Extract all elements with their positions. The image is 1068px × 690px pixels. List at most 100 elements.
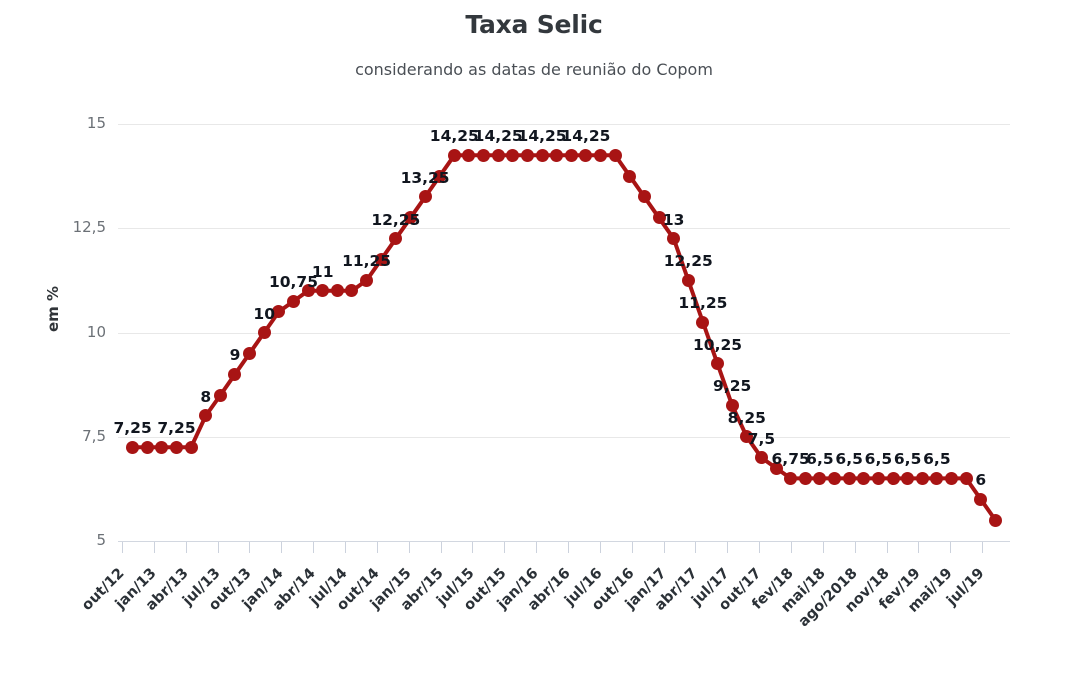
- data-point: [681, 273, 695, 287]
- data-point: [637, 190, 651, 204]
- data-point: [403, 211, 417, 225]
- data-point: [886, 471, 900, 485]
- data-point: [945, 471, 958, 485]
- data-point: [842, 471, 856, 485]
- y-tick-label: 12,5: [72, 218, 106, 237]
- data-point: [740, 430, 754, 444]
- data-point-label: 12,25: [663, 252, 713, 271]
- y-tick-label: 15: [86, 114, 106, 132]
- data-point: [871, 471, 885, 485]
- data-point: [535, 148, 549, 162]
- data-point: [286, 294, 300, 308]
- data-point: [959, 471, 973, 485]
- data-point: [901, 471, 915, 485]
- data-point: [433, 169, 447, 183]
- data-point: [828, 471, 842, 485]
- x-tick-mark: [982, 542, 984, 553]
- x-tick-mark: [504, 542, 506, 553]
- data-point: [243, 346, 257, 360]
- x-tick-mark: [854, 542, 856, 553]
- data-point: [754, 451, 768, 465]
- x-tick-mark: [281, 542, 283, 553]
- x-tick-mark: [249, 542, 251, 553]
- data-point: [418, 190, 432, 204]
- data-point: [857, 471, 871, 485]
- y-tick-label: 5: [96, 531, 106, 549]
- data-point: [915, 471, 929, 485]
- x-tick-mark: [122, 542, 123, 553]
- data-point: [374, 253, 388, 267]
- data-point-label: 6: [975, 471, 987, 490]
- data-point: [652, 211, 666, 225]
- y-tick-label: 10: [86, 322, 106, 341]
- data-point: [462, 148, 476, 162]
- x-tick-mark: [886, 542, 888, 553]
- data-point: [988, 513, 1002, 527]
- x-tick-mark: [440, 542, 442, 553]
- data-point-label: 14,25: [429, 127, 479, 146]
- data-point: [667, 232, 681, 246]
- data-point: [506, 148, 520, 162]
- x-tick-mark: [822, 542, 824, 553]
- data-point-label: 6,5: [893, 450, 922, 469]
- y-tick-label: 7,5: [82, 426, 106, 445]
- data-point-label: 14,25: [517, 127, 567, 146]
- data-point-label: 6,5: [806, 450, 834, 469]
- data-point-label: 6,5: [835, 450, 863, 469]
- data-point: [155, 440, 169, 454]
- data-point: [316, 284, 330, 298]
- selic-chart: Taxa Selic considerando as datas de reun…: [44, 10, 1010, 630]
- data-point-label: 11: [311, 262, 334, 281]
- x-tick-mark: [536, 542, 538, 553]
- data-point: [345, 284, 359, 298]
- x-tick-mark: [313, 542, 315, 553]
- x-tick-mark: [663, 542, 665, 553]
- data-point: [769, 461, 783, 475]
- data-point: [228, 367, 242, 381]
- data-point: [520, 148, 534, 162]
- x-tick-mark: [472, 542, 474, 553]
- data-point: [623, 169, 637, 183]
- data-point-label: 14,25: [473, 127, 523, 146]
- data-point: [360, 273, 374, 287]
- data-point-label: 9: [229, 346, 241, 365]
- data-point: [594, 148, 608, 162]
- data-point-label: 7,25: [157, 419, 196, 438]
- data-point: [696, 315, 710, 329]
- gridline: [118, 332, 1010, 334]
- x-tick-mark: [408, 542, 410, 553]
- gridline: [118, 228, 1010, 230]
- data-point: [798, 471, 812, 485]
- gridline: [118, 124, 1010, 125]
- data-point-label: 6,5: [864, 450, 893, 469]
- data-point: [199, 409, 213, 423]
- data-point: [447, 148, 461, 162]
- data-point: [330, 284, 344, 298]
- data-point-label: 6,75: [771, 450, 810, 469]
- data-point: [930, 471, 944, 485]
- x-tick-mark: [217, 542, 219, 553]
- gridline: [118, 436, 1010, 438]
- x-tick-mark: [599, 542, 601, 553]
- data-point: [579, 148, 593, 162]
- data-point: [126, 440, 140, 454]
- data-point-label: 8,25: [727, 408, 766, 427]
- y-axis-label: em %: [44, 285, 62, 333]
- data-point-label: 12,25: [371, 210, 421, 229]
- data-point: [257, 326, 271, 339]
- data-point-label: 13: [662, 210, 685, 229]
- data-point-label: 8: [200, 387, 212, 406]
- chart-title: Taxa Selic: [465, 10, 603, 39]
- data-point: [184, 440, 198, 454]
- data-point: [272, 305, 286, 319]
- x-axis-line: [118, 541, 1010, 542]
- x-tick-mark: [568, 542, 569, 553]
- x-tick-mark: [918, 542, 920, 553]
- data-point: [477, 148, 491, 162]
- data-point: [608, 148, 622, 162]
- data-point: [784, 471, 798, 485]
- data-point-label: 9,25: [713, 377, 752, 396]
- data-point: [813, 471, 827, 485]
- data-point: [491, 148, 505, 162]
- data-point-label: 11,25: [678, 294, 728, 313]
